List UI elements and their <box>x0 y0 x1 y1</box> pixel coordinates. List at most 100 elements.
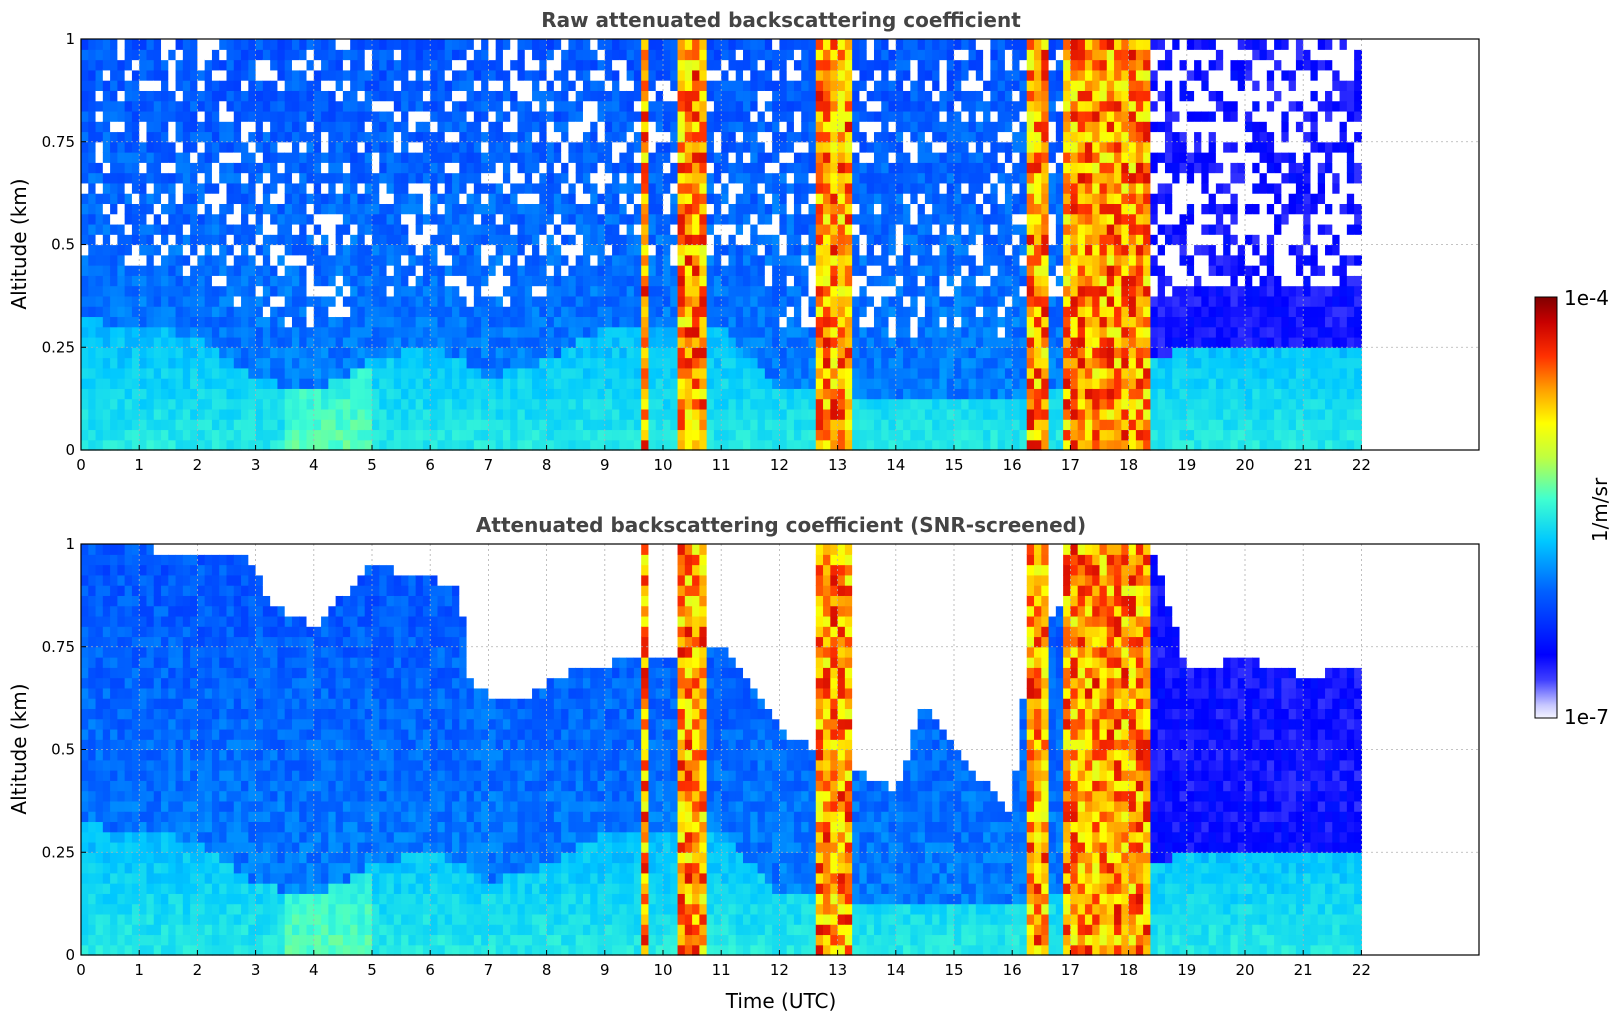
heatmap-cell <box>597 182 606 194</box>
heatmap-cell <box>430 110 439 122</box>
heatmap-cell <box>350 408 359 420</box>
heatmap-cell <box>539 306 548 318</box>
heatmap-cell <box>102 388 111 400</box>
heatmap-cell <box>241 357 249 369</box>
heatmap-cell <box>277 285 286 297</box>
heatmap-cell <box>226 172 235 184</box>
heatmap-cell <box>270 357 279 369</box>
heatmap-cell <box>808 49 817 61</box>
heatmap-cell <box>546 234 555 246</box>
heatmap-cell <box>386 182 395 194</box>
heatmap-cell <box>946 59 955 71</box>
heatmap-cell <box>444 110 453 122</box>
heatmap-cell <box>954 49 962 61</box>
heatmap-cell <box>895 110 904 122</box>
heatmap-cell <box>764 347 773 359</box>
heatmap-cell <box>823 141 831 153</box>
heatmap-cell <box>262 285 271 297</box>
heatmap-cell <box>975 234 984 246</box>
heatmap-cell <box>626 152 635 163</box>
heatmap-cell <box>866 223 875 235</box>
heatmap-cell <box>146 429 155 441</box>
heatmap-cell <box>357 223 366 235</box>
heatmap-cell <box>524 254 533 266</box>
heatmap-cell <box>452 244 460 256</box>
heatmap-cell <box>335 182 344 194</box>
heatmap-cell <box>444 152 453 163</box>
heatmap-cell <box>961 408 970 420</box>
heatmap-cell <box>415 295 424 307</box>
heatmap-cell <box>735 90 744 102</box>
heatmap-cell <box>277 121 286 133</box>
heatmap-cell <box>844 213 853 225</box>
heatmap-cell <box>604 141 613 153</box>
heatmap-cell <box>110 326 118 338</box>
heatmap-cell <box>168 347 177 359</box>
heatmap-cell <box>590 49 599 61</box>
heatmap-cell <box>670 398 679 410</box>
heatmap-cell <box>823 39 831 50</box>
heatmap-cell <box>102 162 111 174</box>
heatmap-cell <box>422 121 431 133</box>
heatmap-cell <box>175 419 184 431</box>
heatmap-cell <box>95 378 104 389</box>
heatmap-cell <box>961 275 970 287</box>
heatmap-cell <box>481 223 490 235</box>
heatmap-cell <box>284 141 293 153</box>
heatmap-cell <box>95 69 104 81</box>
heatmap-cell <box>910 275 919 287</box>
heatmap-cell <box>946 388 955 400</box>
heatmap-cell <box>895 49 904 61</box>
heatmap-cell <box>553 69 562 81</box>
heatmap-cell <box>139 172 148 184</box>
heatmap-cell <box>881 336 890 348</box>
heatmap-cell <box>735 419 744 431</box>
heatmap-cell <box>830 131 839 143</box>
heatmap-cell <box>401 326 409 338</box>
heatmap-cell <box>372 439 380 451</box>
heatmap-cell <box>844 367 853 379</box>
heatmap-cell <box>262 357 271 369</box>
heatmap-cell <box>473 49 482 61</box>
heatmap-cell <box>233 347 242 359</box>
heatmap-cell <box>983 429 991 441</box>
heatmap-cell <box>663 110 671 122</box>
heatmap-cell <box>808 347 817 359</box>
heatmap-cell <box>837 429 846 441</box>
heatmap-cell <box>488 110 497 122</box>
heatmap-cell <box>692 398 700 410</box>
heatmap-cell <box>335 39 344 50</box>
heatmap-cell <box>102 69 111 81</box>
heatmap-cell <box>313 275 322 287</box>
heatmap-cell <box>888 131 897 143</box>
heatmap-cell <box>670 347 679 359</box>
heatmap-cell <box>713 326 722 338</box>
heatmap-cell <box>422 203 431 215</box>
heatmap-cell <box>219 110 228 122</box>
heatmap-cell <box>211 234 220 246</box>
heatmap-cell <box>553 172 562 184</box>
heatmap-cell <box>88 80 97 91</box>
heatmap-cell <box>597 213 606 225</box>
heatmap-cell <box>924 357 933 369</box>
heatmap-cell <box>692 275 700 287</box>
heatmap-cell <box>692 419 700 431</box>
heatmap-cell <box>342 429 351 441</box>
heatmap-cell <box>197 131 206 143</box>
heatmap-cell <box>110 285 118 297</box>
heatmap-cell <box>248 388 257 400</box>
heatmap-cell <box>146 408 155 420</box>
heatmap-cell <box>102 316 111 328</box>
heatmap-cell <box>568 234 577 246</box>
heatmap-cell <box>648 100 657 112</box>
heatmap-cell <box>575 408 584 420</box>
heatmap-cell <box>648 316 657 328</box>
heatmap-cell <box>546 388 555 400</box>
heatmap-cell <box>284 90 293 102</box>
heatmap-cell <box>139 59 148 71</box>
heatmap-cell <box>699 357 708 369</box>
heatmap-cell <box>328 182 337 194</box>
heatmap-cell <box>801 110 810 122</box>
heatmap-cell <box>539 419 548 431</box>
heatmap-cell <box>648 131 657 143</box>
